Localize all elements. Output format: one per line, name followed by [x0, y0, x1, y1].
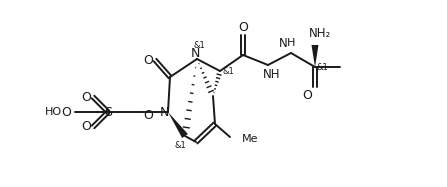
Polygon shape [312, 45, 319, 67]
Text: &1: &1 [222, 67, 234, 76]
Text: N: N [190, 47, 200, 59]
Text: O: O [238, 21, 248, 33]
Text: Me: Me [242, 134, 258, 144]
Text: NH: NH [263, 68, 281, 80]
Text: S: S [104, 105, 112, 119]
Text: N: N [278, 36, 287, 50]
Text: N: N [159, 105, 169, 119]
Text: NH₂: NH₂ [309, 27, 331, 39]
Text: HO: HO [44, 107, 62, 117]
Text: O: O [302, 88, 312, 102]
Text: O: O [81, 120, 91, 134]
Text: &1: &1 [174, 142, 186, 151]
Text: &1: &1 [193, 41, 205, 50]
Text: O: O [143, 53, 153, 67]
Text: &1: &1 [316, 62, 328, 71]
Text: O: O [61, 105, 71, 119]
Polygon shape [168, 112, 188, 138]
Text: O: O [81, 91, 91, 103]
Text: H: H [287, 38, 295, 48]
Text: O: O [143, 108, 153, 122]
